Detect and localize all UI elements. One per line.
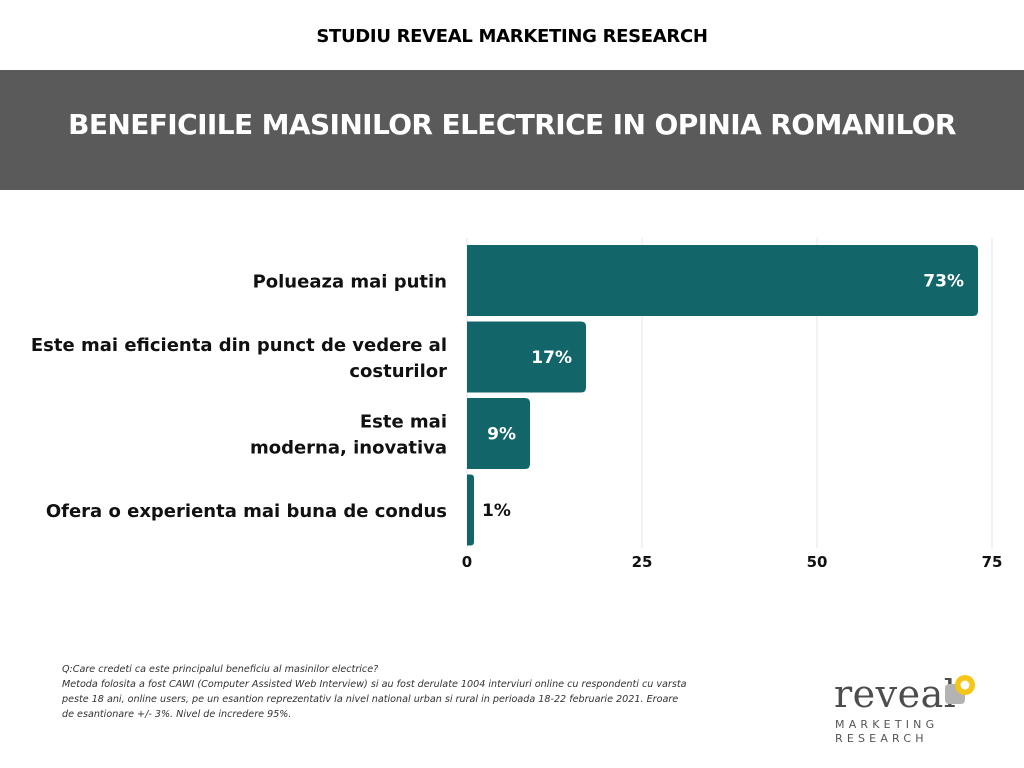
logo-mark-icon xyxy=(945,675,975,704)
bars: 73% 17% 9% 1% xyxy=(467,245,978,546)
bar-value-label: 1% xyxy=(482,501,511,521)
study-title: STUDIU REVEAL MARKETING RESEARCH xyxy=(316,26,708,47)
x-tick-label: 25 xyxy=(632,553,653,571)
x-tick-label: 50 xyxy=(807,553,828,571)
category-label: Ofera o experienta mai buna de condus xyxy=(46,501,447,522)
logo-subtitle-marketing: MARKETING xyxy=(835,718,939,731)
bar-value-label: 9% xyxy=(487,425,516,445)
bar-1 xyxy=(467,245,978,316)
category-labels: Polueaza mai putin Este mai eficienta din… xyxy=(31,272,447,523)
logo-wordmark: reveal xyxy=(834,672,957,716)
category-label: Polueaza mai putin xyxy=(253,272,447,293)
x-tick-label: 0 xyxy=(462,553,472,571)
category-label: Este mai moderna, inovativa xyxy=(250,412,447,459)
bar-3 xyxy=(467,398,530,469)
bar-2 xyxy=(467,321,586,393)
bar-value-label: 17% xyxy=(531,348,572,368)
reveal-logo: reveal MARKETING RESEARCH xyxy=(830,672,990,752)
chart-title: BENEFICIILE MASINILOR ELECTRICE IN OPINI… xyxy=(68,108,956,141)
bar-4 xyxy=(467,474,474,546)
footnote-methodology: Metoda folosita a fost CAWI (Computer As… xyxy=(62,679,687,720)
footnote-question: Q:Care credeti ca este principalul benef… xyxy=(62,664,379,675)
category-label: Este mai eficienta din punct de vedere a… xyxy=(31,335,447,382)
x-axis-ticks: 0 25 50 75 xyxy=(462,553,1003,571)
footnote: Q:Care credeti ca este principalul benef… xyxy=(62,662,692,722)
bar-chart: 73% 17% 9% 1% Polueaza mai putin Este mai ef… xyxy=(31,238,1003,571)
x-tick-label: 75 xyxy=(982,553,1003,571)
title-banner xyxy=(0,70,1024,190)
bar-value-label: 73% xyxy=(923,272,964,292)
logo-subtitle-research: RESEARCH xyxy=(835,732,928,745)
